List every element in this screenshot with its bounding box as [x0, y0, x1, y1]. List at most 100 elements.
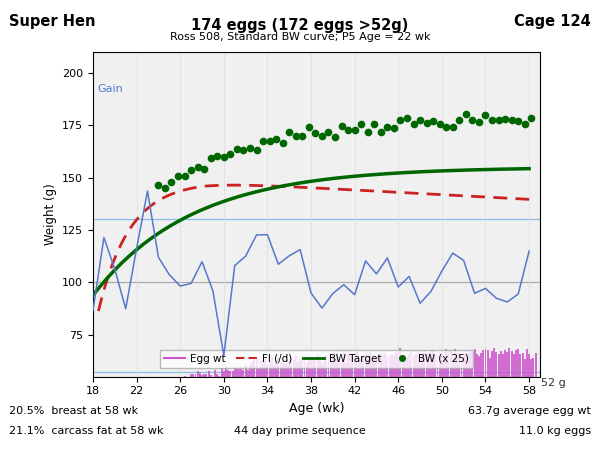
Bar	[454, 349, 456, 377]
Bar	[334, 359, 336, 377]
Bar	[286, 363, 288, 377]
Bar	[497, 354, 500, 377]
Bar	[358, 360, 360, 377]
Bar	[524, 359, 526, 377]
Bar	[275, 359, 277, 377]
Bar	[343, 350, 345, 377]
Bar	[504, 350, 506, 377]
Bar	[400, 349, 401, 377]
Bar	[408, 354, 410, 377]
Bar	[406, 357, 408, 377]
Bar	[513, 354, 515, 377]
Bar	[506, 352, 508, 377]
Bar	[461, 357, 463, 377]
Bar	[323, 361, 325, 377]
Bar	[234, 368, 236, 377]
Bar	[293, 360, 295, 377]
Bar	[508, 348, 511, 377]
Text: Super Hen: Super Hen	[9, 14, 95, 28]
Bar	[469, 351, 471, 377]
Bar	[242, 370, 244, 377]
Bar	[417, 351, 419, 377]
Bar	[393, 354, 395, 377]
Bar	[473, 350, 476, 377]
Bar	[386, 356, 388, 377]
Bar	[532, 358, 535, 377]
Bar	[321, 363, 323, 377]
Text: 63.7g average egg wt: 63.7g average egg wt	[468, 406, 591, 416]
Bar	[217, 374, 218, 377]
Bar	[437, 355, 439, 377]
Bar	[349, 353, 351, 377]
Bar	[445, 349, 447, 377]
Bar	[290, 359, 292, 377]
Bar	[439, 352, 440, 377]
Bar	[201, 375, 203, 377]
Bar	[424, 350, 425, 377]
Bar	[458, 353, 460, 377]
Bar	[205, 374, 208, 377]
Bar	[288, 363, 290, 377]
Bar	[208, 371, 209, 377]
Bar	[262, 359, 264, 377]
Bar	[282, 359, 284, 377]
Bar	[266, 365, 268, 377]
Bar	[528, 354, 530, 377]
Bar	[376, 358, 377, 377]
Bar	[517, 349, 519, 377]
Bar	[347, 354, 349, 377]
Bar	[338, 359, 340, 377]
Bar	[184, 376, 185, 377]
Bar	[308, 356, 310, 377]
X-axis label: Age (wk): Age (wk)	[289, 402, 344, 415]
Bar	[485, 349, 487, 377]
Bar	[432, 350, 434, 377]
Bar	[227, 369, 229, 377]
Bar	[312, 357, 314, 377]
Bar	[360, 359, 362, 377]
Y-axis label: Weight (g): Weight (g)	[44, 184, 56, 245]
Bar	[253, 360, 256, 377]
Bar	[190, 374, 192, 377]
Bar	[521, 354, 524, 377]
Bar	[223, 371, 225, 377]
Bar	[487, 350, 488, 377]
Bar	[240, 367, 242, 377]
Bar	[332, 356, 334, 377]
Bar	[193, 374, 194, 377]
Bar	[356, 352, 358, 377]
Bar	[301, 356, 304, 377]
Bar	[329, 353, 332, 377]
Bar	[284, 364, 286, 377]
Bar	[197, 372, 199, 377]
Bar	[310, 359, 312, 377]
Bar	[352, 355, 353, 377]
Text: 21.1%  carcass fat at 58 wk: 21.1% carcass fat at 58 wk	[9, 426, 163, 436]
Bar	[467, 353, 469, 377]
Bar	[480, 353, 482, 377]
Bar	[181, 377, 184, 381]
Bar	[362, 356, 364, 377]
Bar	[264, 359, 266, 377]
Bar	[256, 358, 257, 377]
Bar	[456, 354, 458, 377]
Bar	[496, 352, 497, 377]
Bar	[401, 354, 404, 377]
Bar	[465, 354, 467, 377]
Bar	[413, 356, 415, 377]
Bar	[328, 358, 329, 377]
Bar	[515, 350, 517, 377]
Bar	[389, 356, 391, 377]
Bar	[493, 348, 495, 377]
Bar	[232, 371, 233, 377]
Bar	[397, 354, 399, 377]
Text: Gain: Gain	[97, 84, 123, 94]
Bar	[238, 368, 240, 377]
Text: 20.5%  breast at 58 wk: 20.5% breast at 58 wk	[9, 406, 138, 416]
Bar	[353, 361, 356, 377]
Bar	[373, 355, 375, 377]
Bar	[419, 354, 421, 377]
Bar	[319, 357, 321, 377]
Legend: Egg wt, FI (/d), BW Target, BW (x 25): Egg wt, FI (/d), BW Target, BW (x 25)	[160, 350, 473, 368]
Bar	[404, 354, 406, 377]
